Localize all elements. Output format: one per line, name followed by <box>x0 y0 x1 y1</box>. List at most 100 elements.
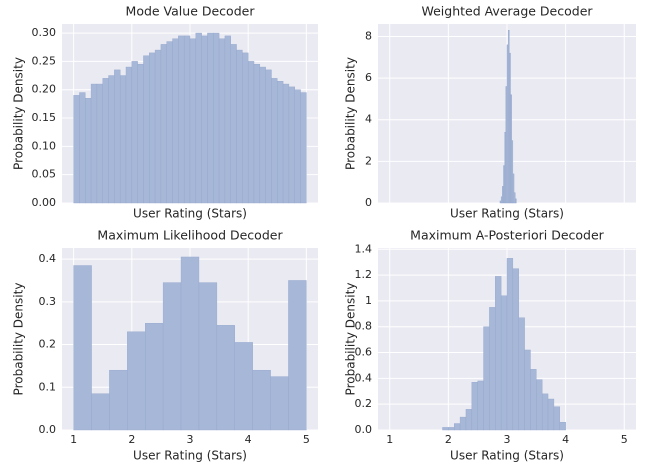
y-tick-label: 0.6 <box>355 346 373 359</box>
histogram-bar <box>294 89 301 204</box>
y-tick-label: 8 <box>365 29 372 42</box>
histogram-bar <box>79 92 86 204</box>
x-tick-label: 5 <box>621 433 628 446</box>
histogram-bar <box>483 326 490 431</box>
histogram-bar <box>530 369 537 431</box>
histogram-bar <box>541 393 549 431</box>
histogram-bar <box>102 78 109 204</box>
chart-title: Weighted Average Decoder <box>421 4 593 19</box>
subplot: 0 2 4 6 8 Weighted Average Decoder User Rating… <box>344 4 636 221</box>
histogram-bar <box>119 75 127 204</box>
histogram-bar <box>96 83 103 204</box>
histogram-bar <box>166 41 173 204</box>
histogram-bar <box>145 322 164 431</box>
x-tick-label: 2 <box>445 433 452 446</box>
histogram-bar <box>137 64 144 204</box>
histogram-bar <box>518 317 525 431</box>
histogram-bar <box>160 44 167 204</box>
histogram-bar <box>300 92 307 204</box>
histogram-bar <box>252 369 271 431</box>
histogram-bar <box>198 282 218 431</box>
histogram-bar <box>259 66 266 204</box>
histogram-bar <box>553 406 560 431</box>
histogram-bar <box>253 64 261 204</box>
histogram-bar <box>213 32 220 204</box>
chart-title: Maximum Likelihood Decoder <box>97 228 283 243</box>
histogram-bar <box>477 380 484 431</box>
histogram-bar <box>559 422 566 431</box>
histogram-bar <box>234 342 253 431</box>
histogram-bar <box>73 265 92 431</box>
y-tick-label: 0.1 <box>39 380 57 393</box>
x-tick-label: 5 <box>303 433 310 446</box>
histogram-bar <box>236 49 243 204</box>
histogram-bar <box>109 369 128 431</box>
histogram-bar <box>495 276 502 431</box>
histogram-bar <box>506 258 514 431</box>
histogram-bar <box>73 95 80 204</box>
histogram-bar <box>91 393 110 431</box>
y-axis-label: Probability Density <box>12 57 26 170</box>
x-tick-label: 1 <box>70 433 77 446</box>
histogram-bar <box>114 69 121 204</box>
histogram-bar <box>524 349 531 431</box>
x-axis-label: User Rating (Stars) <box>133 449 247 463</box>
y-tick-label: 1.4 <box>355 242 373 255</box>
y-tick-label: 2 <box>365 154 372 167</box>
histogram-bar <box>180 256 200 431</box>
y-tick-label: 0.4 <box>39 252 57 265</box>
histogram-bar <box>127 331 146 431</box>
histogram-bar <box>515 198 517 204</box>
histogram-bar <box>454 423 461 431</box>
x-tick-label: 3 <box>504 433 511 446</box>
histogram-bar <box>183 35 191 204</box>
y-tick-label: 0.2 <box>355 397 373 410</box>
y-tick-label: 0.0 <box>355 423 373 436</box>
histogram-bar <box>125 66 133 204</box>
y-tick-label: 0.0 <box>39 423 57 436</box>
histogram-bar <box>277 81 284 204</box>
histogram-bar <box>201 35 208 204</box>
histogram-bar <box>547 398 555 431</box>
histogram-bar <box>500 295 508 431</box>
histogram-bar <box>242 52 249 204</box>
y-tick-label: 0 <box>365 196 372 209</box>
y-tick-label: 1.2 <box>355 268 373 281</box>
y-tick-label: 4 <box>365 113 372 126</box>
histogram-bar <box>471 382 478 431</box>
histogram-bar <box>230 44 237 204</box>
histogram-bar <box>154 49 162 204</box>
y-tick-label: 0.3 <box>39 295 57 308</box>
x-axis-label: User Rating (Stars) <box>450 207 564 221</box>
subplot: 0.0 0.2 0.4 0.6 0.8 1 1.2 1.4 1 2 3 4 5 Maximum A-Pos… <box>344 228 636 463</box>
histogram-bar <box>143 55 150 204</box>
histogram-bar <box>513 192 516 204</box>
y-tick-label: 0.8 <box>355 320 373 333</box>
y-tick-label: 0.10 <box>32 139 57 152</box>
histogram-bar <box>131 61 138 204</box>
histogram-bar <box>216 325 235 431</box>
x-tick-label: 4 <box>562 433 569 446</box>
y-axis-label: Probability Density <box>344 283 358 396</box>
y-tick-label: 0.25 <box>32 54 57 67</box>
histogram-bar <box>90 83 98 204</box>
histogram-bar <box>489 307 496 431</box>
histogram-bar <box>224 35 231 204</box>
histogram-bar <box>178 35 185 204</box>
y-tick-label: 0.00 <box>32 196 57 209</box>
x-axis-label: User Rating (Stars) <box>133 207 247 221</box>
histogram-bar <box>162 282 182 431</box>
histogram-bar <box>442 427 449 431</box>
chart-title: Mode Value Decoder <box>126 4 256 19</box>
histogram-bar <box>288 280 307 431</box>
y-tick-label: 0.15 <box>32 111 57 124</box>
histogram-bar <box>149 52 156 204</box>
x-tick-label: 3 <box>187 433 194 446</box>
histogram-bar <box>247 61 255 204</box>
subplot: 0.00 0.05 0.10 0.15 0.20 0.25 0.30 Mode Value D… <box>12 4 318 221</box>
histogram-bar <box>465 409 473 431</box>
histogram-bar <box>108 75 115 204</box>
histogram-bar <box>536 379 543 431</box>
histogram-bar <box>512 268 519 431</box>
